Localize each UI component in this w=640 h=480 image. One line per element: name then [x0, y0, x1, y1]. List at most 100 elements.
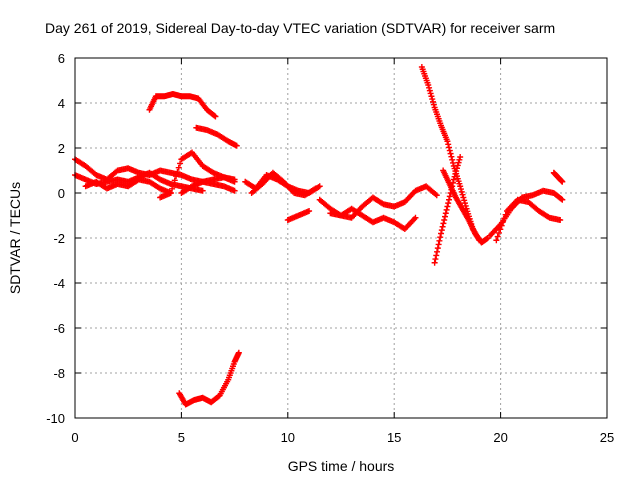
series-arc-3	[82, 176, 174, 196]
data-point	[432, 256, 439, 263]
series-arc-7	[178, 178, 238, 196]
data-point	[306, 208, 313, 214]
series-arc-18	[550, 169, 566, 185]
data-point	[457, 183, 464, 190]
data-point	[174, 168, 181, 175]
data-point	[434, 245, 441, 252]
series-arc-6	[193, 124, 240, 149]
data-point	[497, 226, 504, 233]
data-point	[435, 241, 442, 248]
data-point	[434, 248, 441, 255]
series-arc-12	[327, 205, 419, 232]
data-point	[501, 215, 508, 222]
series-arc-17	[493, 196, 564, 244]
data-point	[450, 176, 457, 183]
grid-lines	[75, 58, 607, 418]
data-point	[494, 233, 501, 240]
series-arc-15	[440, 167, 491, 246]
x-tick-label: 25	[600, 430, 614, 445]
data-point	[446, 147, 453, 154]
x-tick-label: 0	[71, 430, 78, 445]
data-point	[462, 202, 469, 209]
y-tick-label: 0	[58, 186, 65, 201]
data-point	[452, 170, 459, 177]
data-point	[438, 227, 445, 234]
data-point	[559, 196, 566, 203]
data-point	[433, 192, 440, 199]
x-tick-label: 15	[387, 430, 401, 445]
data-point	[445, 144, 452, 151]
data-point	[316, 183, 323, 190]
chart-title: Day 261 of 2019, Sidereal Day-to-day VTE…	[45, 20, 555, 36]
data-point	[233, 142, 240, 149]
data-point	[171, 177, 178, 184]
data-point	[453, 168, 460, 175]
data-points	[72, 64, 566, 408]
data-point	[558, 195, 565, 202]
data-point	[444, 203, 451, 210]
data-point	[439, 223, 446, 230]
data-point	[426, 87, 433, 94]
y-tick-label: 4	[58, 96, 65, 111]
y-axis-label: SDTVAR / TECUs	[7, 182, 23, 294]
data-point	[445, 196, 452, 203]
series-arc-9	[248, 169, 319, 199]
data-point	[457, 186, 464, 193]
data-point	[430, 101, 437, 108]
data-point	[167, 190, 174, 196]
data-point	[449, 159, 456, 166]
data-point	[437, 234, 444, 241]
x-tick-label: 20	[493, 430, 507, 445]
axis-ticks: 0 5 10 15 20 25 -10 -8 -6 -4 -2 0 2 4 6	[46, 51, 614, 445]
data-point	[428, 93, 435, 100]
data-point	[456, 156, 463, 163]
data-point	[496, 229, 503, 236]
data-point	[447, 150, 454, 157]
data-point	[440, 220, 447, 227]
data-point	[454, 162, 461, 169]
data-point	[449, 156, 456, 163]
data-point	[453, 165, 460, 172]
data-point	[448, 153, 455, 160]
data-point	[502, 211, 509, 218]
y-tick-label: -2	[53, 231, 65, 246]
data-point	[443, 206, 450, 213]
data-point	[426, 84, 433, 91]
data-point	[212, 113, 219, 120]
series-arc-4	[157, 149, 238, 201]
y-tick-label: -4	[53, 276, 65, 291]
data-point	[433, 252, 440, 259]
data-point	[445, 200, 452, 207]
data-point	[461, 200, 468, 207]
y-tick-label: 2	[58, 141, 65, 156]
data-point	[312, 185, 319, 192]
data-point	[441, 217, 448, 223]
data-point	[451, 173, 458, 180]
data-point	[460, 194, 467, 201]
series-arc-16	[486, 187, 566, 239]
data-point	[559, 178, 566, 185]
data-point	[461, 197, 468, 204]
data-point	[431, 259, 438, 266]
data-point	[493, 237, 500, 244]
data-point	[499, 218, 506, 225]
y-tick-label: 6	[58, 51, 65, 66]
data-point	[169, 185, 176, 192]
y-tick-label: -10	[46, 411, 65, 426]
data-point	[445, 141, 452, 148]
data-point	[231, 178, 238, 185]
data-point	[199, 187, 206, 194]
data-point	[430, 98, 437, 105]
data-point	[442, 213, 449, 220]
x-tick-label: 10	[281, 430, 295, 445]
y-tick-label: -6	[53, 321, 65, 336]
data-point	[170, 181, 177, 188]
data-point	[427, 90, 434, 97]
data-point	[444, 138, 451, 145]
data-point	[173, 173, 180, 180]
data-point	[498, 222, 505, 229]
series-arc-5	[146, 91, 219, 120]
data-point	[175, 164, 182, 171]
